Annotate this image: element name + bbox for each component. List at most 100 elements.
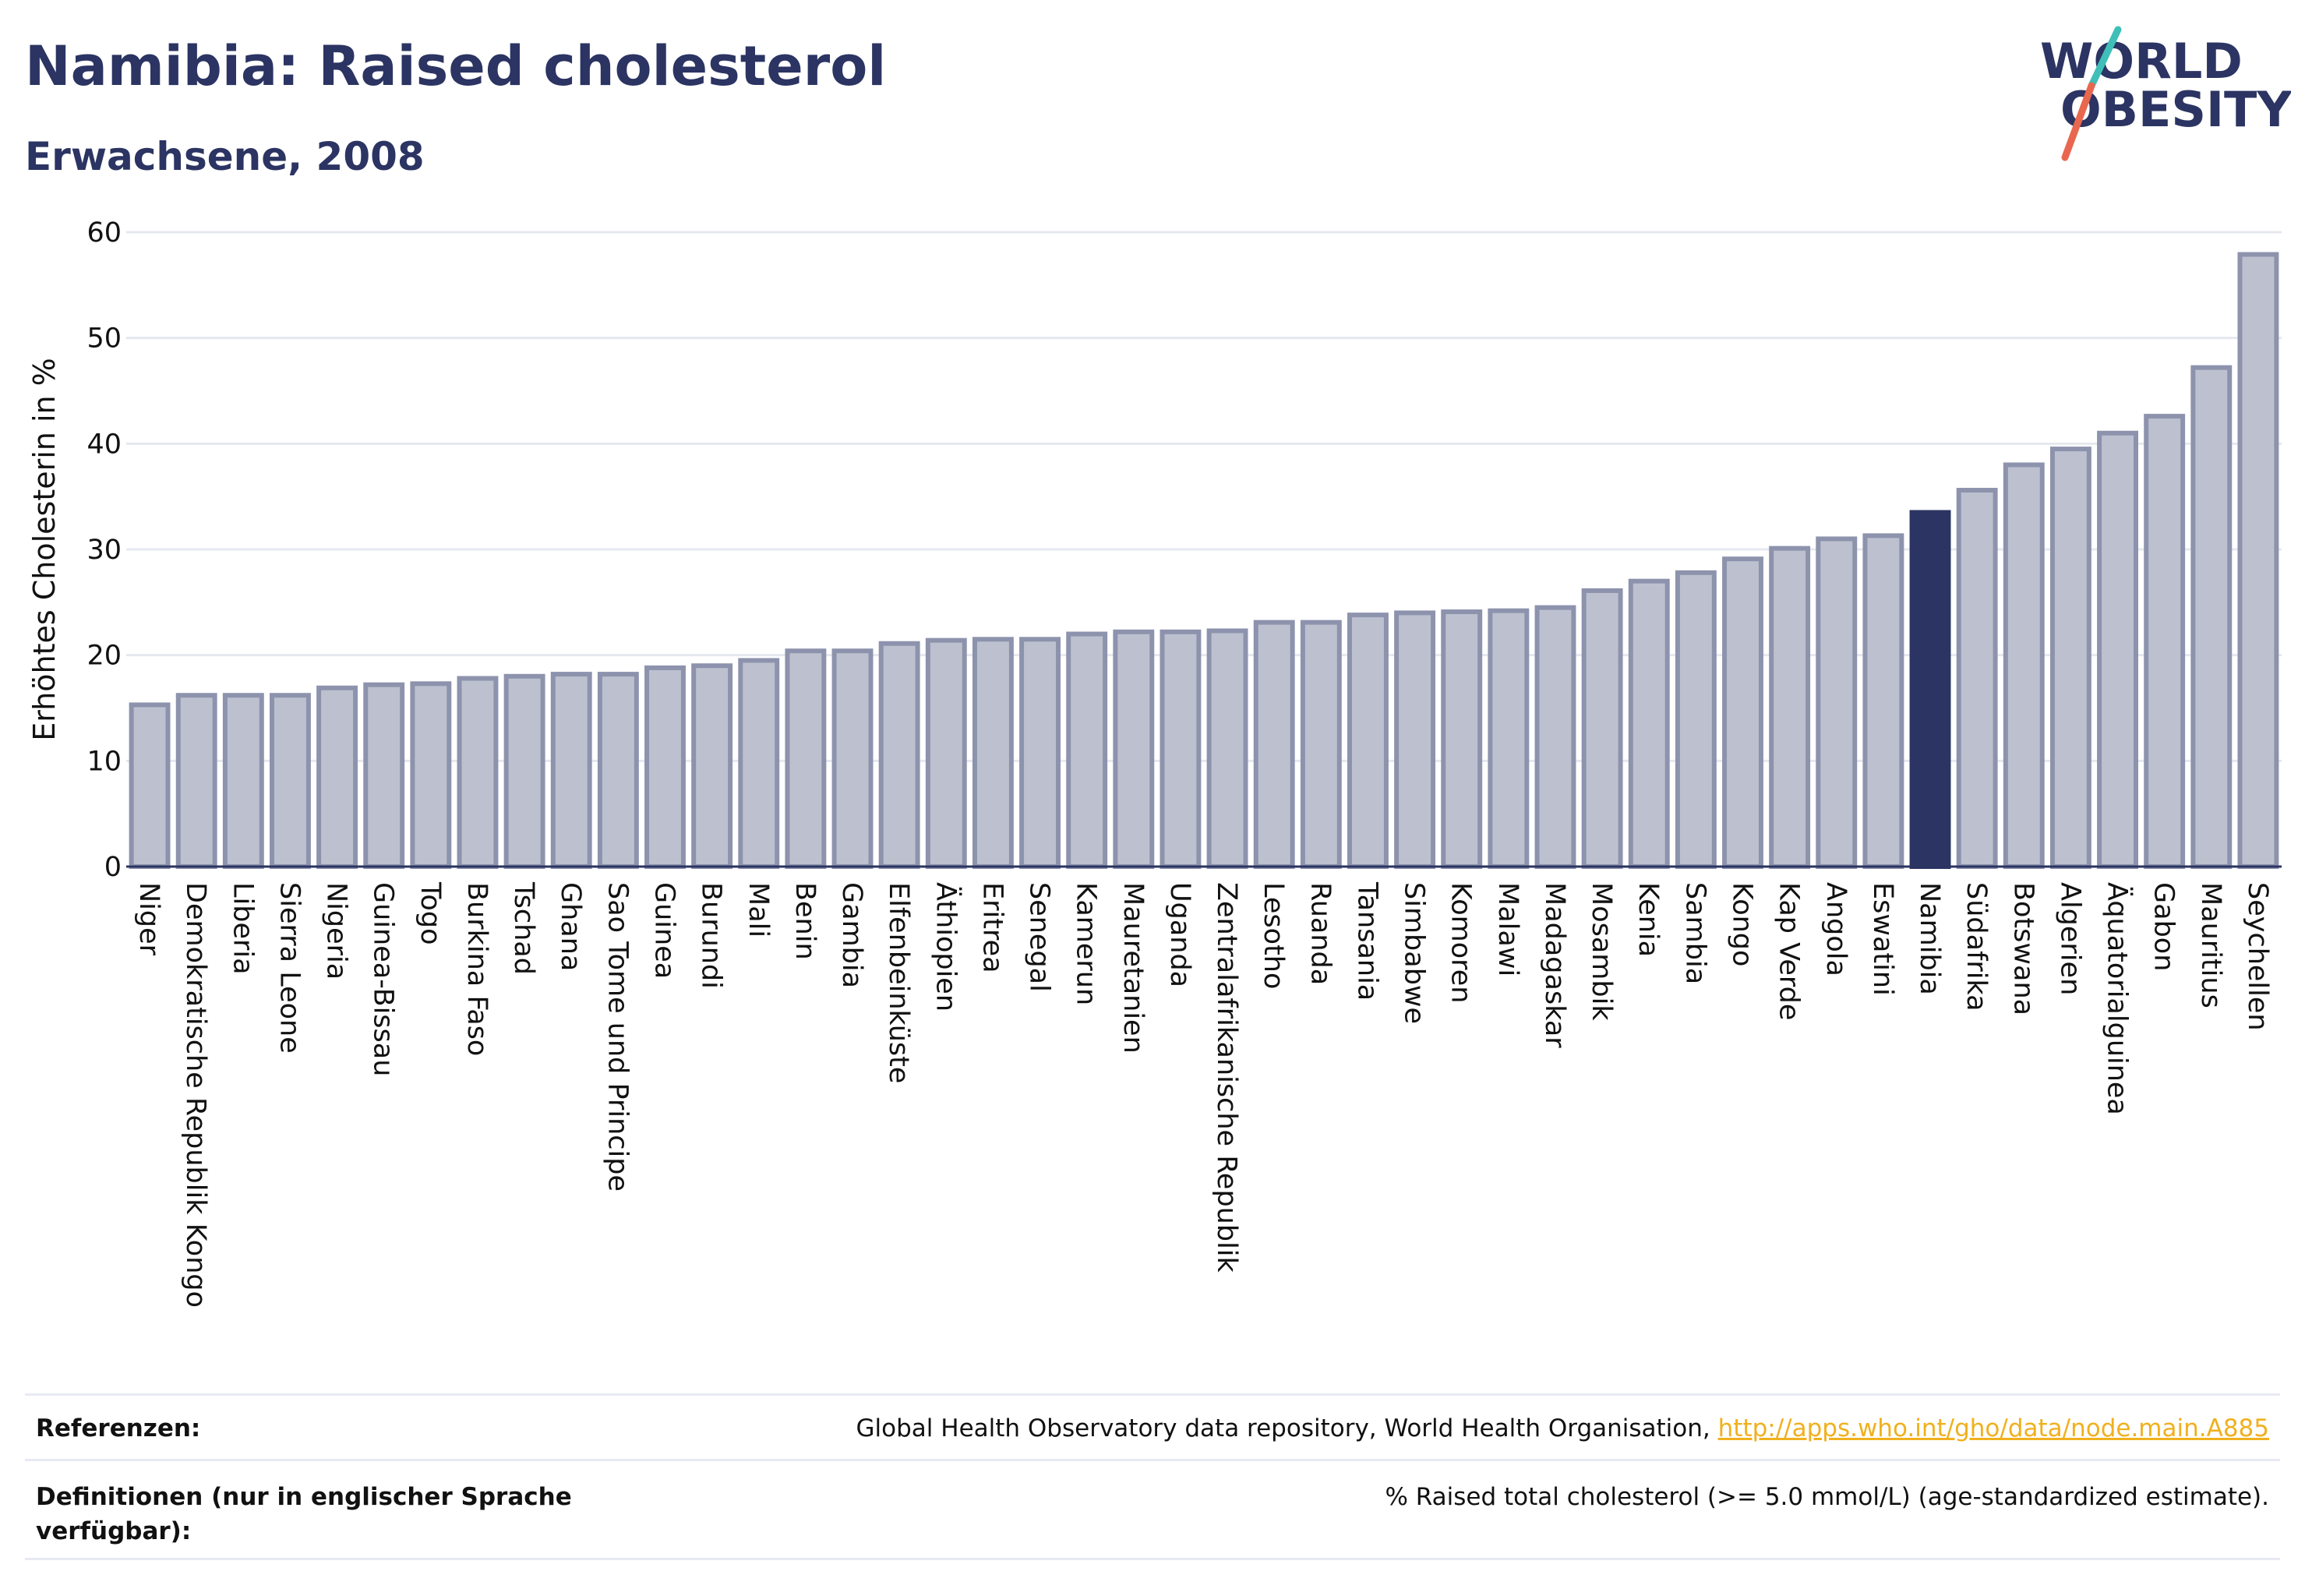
bar-kamerun[interactable] [1066,631,1108,869]
x-tick-label: Mauretanien [1117,882,1149,1054]
bar-madagaskar[interactable] [1534,605,1576,869]
bar-elfenbeinküste[interactable] [878,641,920,869]
bar-sambia[interactable] [1675,570,1717,869]
bar-nigeria[interactable] [316,685,358,869]
x-axis-labels: Niger Demokratische Republik Kongo Liberia… [133,881,2273,1308]
x-tick-label: Uganda [1164,882,1195,987]
bar-benin[interactable] [785,648,827,869]
x-tick-label: Kap Verde [1774,882,1805,1020]
x-tick-label: Liberia [227,882,258,975]
definitions-label: Definitionen (nur in englischer Sprache … [36,1483,572,1545]
x-tick-label: Malawi [1492,882,1523,976]
x-tick-label: Kongo [1727,882,1758,966]
x-tick-label: Kenia [1633,882,1664,957]
logo-line1: WORLD [2040,33,2243,90]
x-tick-label: Benin [789,882,821,960]
bar-chart: 0 10 20 30 40 50 60 Niger Demokratische Republi… [27,217,2282,1308]
x-tick-label: Guinea-Bissau [368,882,399,1076]
bar-namibia[interactable] [1909,510,1951,869]
x-tick-label: Gambia [836,882,867,988]
x-tick-label: Mauritius [2195,882,2226,1008]
bar-komoren[interactable] [1441,609,1483,869]
bar-kenia[interactable] [1628,578,1670,869]
x-tick-label: Zentralafrikanische Republik [1211,882,1242,1273]
bar-guinea[interactable] [644,665,686,869]
bar-ghana[interactable] [550,672,592,869]
x-tick-label: Madagaskar [1539,882,1570,1048]
x-tick-label: Namibia [1914,882,1945,995]
bar-tansania[interactable] [1347,613,1389,869]
bar-burkina-faso[interactable] [457,676,499,869]
x-tick-label: Angola [1820,882,1851,976]
bar-mosambik[interactable] [1581,588,1623,869]
bar-simbabwe[interactable] [1394,610,1436,870]
bar-gambia[interactable] [831,648,874,869]
bar-tschad[interactable] [503,673,545,869]
y-tick-label: 60 [86,217,122,249]
x-tick-label: Demokratische Republik Kongo [180,882,211,1308]
x-tick-label: Senegal [1024,882,1055,992]
bar-seychellen[interactable] [2237,252,2279,869]
bar-sierra-leone[interactable] [270,693,311,869]
x-tick-label: Komoren [1445,882,1477,1003]
x-tick-label: Seychellen [2242,882,2273,1031]
x-tick-label: Sambia [1679,882,1710,984]
bar-eritrea[interactable] [972,637,1014,869]
x-tick-label: Botswana [2007,882,2038,1015]
x-tick-label: Eritrea [976,882,1008,973]
logo-line2: OBESITY [2060,81,2291,138]
references-link[interactable]: http://apps.who.int/gho/data/node.main.A… [1717,1414,2269,1442]
x-tick-label: Gabon [2148,882,2180,971]
bar-mauretanien[interactable] [1113,629,1155,869]
x-tick-label: Ruanda [1304,882,1336,985]
bars [129,252,2279,870]
bar-uganda[interactable] [1160,629,1202,869]
y-tick-label: 20 [86,641,122,672]
x-tick-label: Guinea [649,882,680,979]
references-value: Global Health Observatory data repositor… [856,1411,2269,1446]
bar-mauritius[interactable] [2190,365,2233,869]
x-tick-label: Burundi [696,882,727,989]
bar-äthiopien[interactable] [925,637,967,869]
x-tick-label: Lesotho [1258,882,1289,989]
bar-lesotho[interactable] [1253,620,1295,869]
logo-slash-top [2088,26,2122,90]
bar-eswatini[interactable] [1862,533,1904,869]
chart-title: Namibia: Raised cholesterol [25,34,887,98]
bar-kap-verde[interactable] [1769,546,1811,869]
references-row: Referenzen: Global Health Observatory da… [25,1393,2280,1460]
bar-demokratische-republik-kongo[interactable] [175,693,217,869]
bar-senegal[interactable] [1019,637,1061,869]
bar-burundi[interactable] [691,663,733,869]
bar-südafrika[interactable] [1956,488,1998,869]
x-tick-label: Sao Tome und Principe [602,882,633,1192]
y-tick-label: 40 [86,429,122,460]
x-tick-label: Burkina Faso [461,882,492,1056]
bar-mali[interactable] [738,658,780,869]
bar-malawi[interactable] [1488,608,1530,869]
bar-algerien[interactable] [2049,447,2091,869]
chart-subtitle: Erwachsene, 2008 [25,134,425,179]
y-tick-label: 30 [86,535,122,566]
bar-kongo[interactable] [1722,556,1763,870]
bar-niger[interactable] [129,702,171,869]
bar-botswana[interactable] [2003,462,2045,869]
bar-sao-tome-und-principe[interactable] [597,672,639,869]
bar-guinea-bissau[interactable] [363,682,405,869]
bar-zentralafrikanische-republik[interactable] [1206,628,1248,869]
bar-liberia[interactable] [222,693,264,869]
x-tick-label: Kamerun [1071,882,1102,1005]
y-axis-ticks: 0 10 20 30 40 50 60 [86,217,122,883]
x-tick-label: Mosambik [1586,882,1617,1021]
bar-angola[interactable] [1816,536,1858,870]
x-tick-label: Eswatini [1867,882,1898,996]
x-tick-label: Äthiopien [930,882,962,1012]
x-tick-label: Togo [415,881,446,945]
bar-äquatorialguinea[interactable] [2097,430,2138,869]
y-tick-label: 0 [104,852,122,883]
bar-gabon[interactable] [2144,414,2186,869]
bar-ruanda[interactable] [1300,620,1342,869]
bar-togo[interactable] [410,681,452,870]
x-tick-label: Elfenbeinküste [883,882,914,1083]
references-text: Global Health Observatory data repositor… [856,1414,1718,1442]
